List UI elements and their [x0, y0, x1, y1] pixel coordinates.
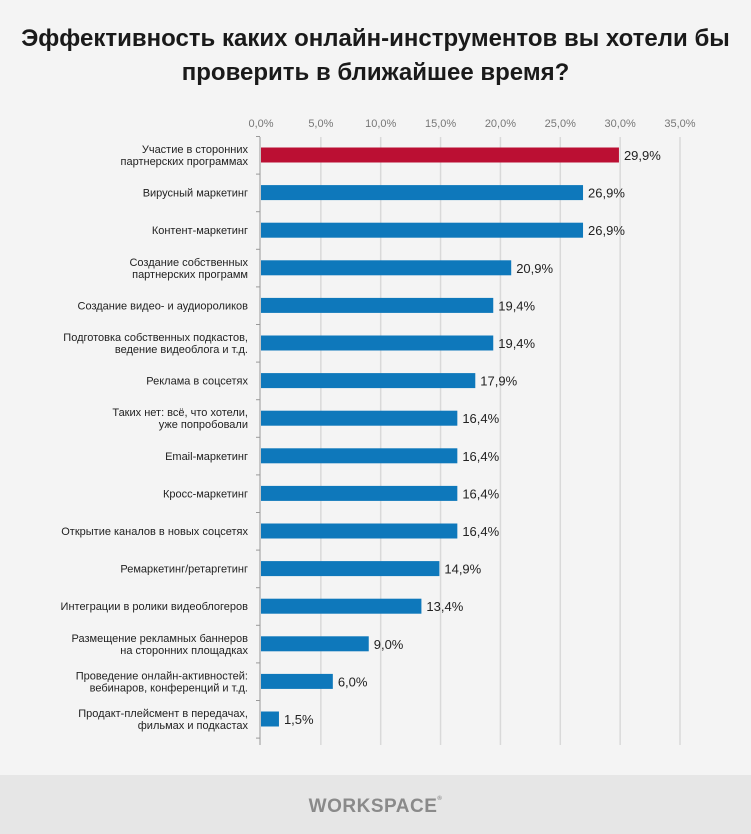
bar [261, 485, 458, 501]
data-label: 29,9% [624, 148, 661, 163]
category-label: Таких нет: всё, что хотели, [112, 407, 248, 419]
category-label: Вирусный маркетинг [143, 188, 248, 200]
data-label: 9,0% [374, 637, 404, 652]
bar [261, 523, 458, 539]
bar [261, 373, 476, 389]
category-label: партнерских программ [132, 269, 248, 281]
category-label: ведение видеоблога и т.д. [115, 344, 248, 356]
bar [261, 711, 279, 727]
chart-title: Эффективность каких онлайн-инструментов … [21, 25, 730, 86]
category-label: вебинаров, конференций и т.д. [90, 682, 248, 694]
footer: WORKSPACE® [0, 775, 751, 834]
category-label: Открытие каналов в новых соцсетях [61, 526, 248, 538]
data-label: 6,0% [338, 674, 368, 689]
bar-chart: 0,0% 5,0% 10,0% 15,0% 20,0% 25,0% 30,0% 35,0% 29… [61, 118, 696, 745]
bar [261, 636, 369, 652]
x-tick-label: 5,0% [308, 118, 333, 130]
data-label: 19,4% [498, 336, 535, 351]
data-label: 13,4% [426, 599, 463, 614]
x-tick-label: 30,0% [605, 118, 636, 130]
bar [261, 147, 619, 163]
category-label: Проведение онлайн-активностей: [76, 670, 248, 682]
x-tick-label: 25,0% [545, 118, 576, 130]
category-label: Участие в сторонних [142, 144, 249, 156]
category-label: Ремаркетинг/ретаргетинг [120, 564, 248, 576]
x-tick-label: 35,0% [664, 118, 695, 130]
bar [261, 185, 584, 201]
data-label: 16,4% [462, 524, 499, 539]
data-label: 16,4% [462, 449, 499, 464]
bar [261, 410, 458, 426]
category-label: уже попробовали [159, 419, 248, 431]
x-tick-label: 0,0% [248, 118, 273, 130]
x-tick-label: 10,0% [365, 118, 396, 130]
bar [261, 335, 494, 351]
category-label: Подготовка собственных подкастов, [63, 332, 248, 344]
data-label: 19,4% [498, 298, 535, 313]
category-label: на сторонних площадках [120, 645, 248, 657]
category-label: Интеграции в ролики видеоблогеров [61, 601, 249, 613]
workspace-logo: WORKSPACE® [308, 796, 443, 817]
category-label: Размещение рекламных баннеров [72, 633, 249, 645]
data-label: 26,9% [588, 186, 625, 201]
data-label: 16,4% [462, 411, 499, 426]
category-label: Создание собственных [129, 257, 248, 269]
category-label: Создание видео- и аудиороликов [78, 300, 249, 312]
bar [261, 222, 584, 238]
category-label: Email-маркетинг [165, 451, 248, 463]
data-label: 26,9% [588, 223, 625, 238]
data-label: 17,9% [480, 374, 517, 389]
data-label: 1,5% [284, 712, 314, 727]
bar [261, 561, 440, 577]
bar [261, 598, 422, 614]
bar [261, 673, 333, 689]
bar [261, 448, 458, 464]
bar [261, 260, 512, 276]
category-label: Контент-маркетинг [152, 225, 248, 237]
x-tick-label: 20,0% [485, 118, 516, 130]
category-label: Реклама в соцсетях [146, 376, 248, 388]
x-tick-label: 15,0% [425, 118, 456, 130]
category-label: партнерских программах [121, 156, 249, 168]
bar [261, 297, 494, 313]
category-label: Кросс-маркетинг [163, 488, 248, 500]
data-label: 14,9% [444, 562, 481, 577]
data-label: 16,4% [462, 486, 499, 501]
category-label: Продакт-плейсмент в передачах, [78, 708, 248, 720]
category-label: фильмах и подкастах [138, 720, 249, 732]
data-label: 20,9% [516, 261, 553, 276]
